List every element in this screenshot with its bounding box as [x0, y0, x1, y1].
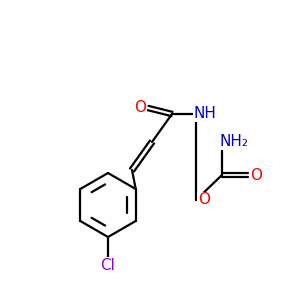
Text: O: O	[134, 100, 146, 116]
Text: O: O	[198, 193, 210, 208]
Text: Cl: Cl	[100, 257, 116, 272]
Text: NH: NH	[194, 106, 216, 122]
Text: O: O	[250, 167, 262, 182]
Text: NH₂: NH₂	[220, 134, 248, 149]
